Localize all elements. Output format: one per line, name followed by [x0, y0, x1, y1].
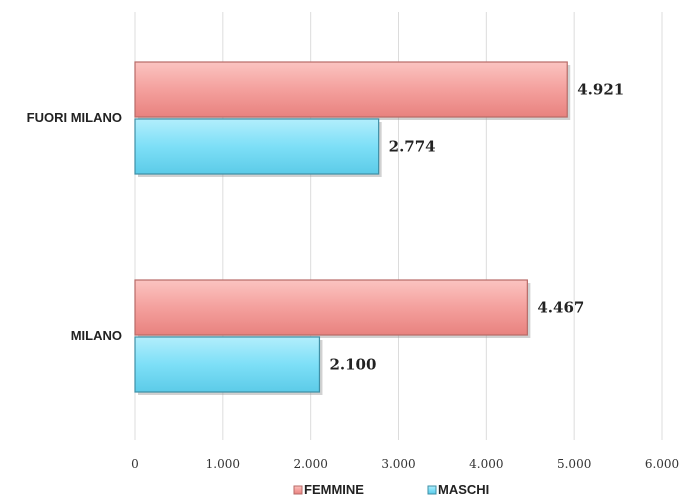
- data-label-femmine-milano: 4.467: [537, 299, 584, 317]
- x-tick-label-2: 2.000: [293, 457, 327, 471]
- category-label-milano: MILANO: [71, 328, 122, 343]
- x-tick-label-1: 1.000: [206, 457, 240, 471]
- data-label-maschi-milano: 2.100: [329, 356, 376, 374]
- data-label-femmine-fuori-milano: 4.921: [577, 81, 624, 99]
- legend-label-femmine: FEMMINE: [304, 482, 364, 497]
- data-label-maschi-fuori-milano: 2.774: [389, 138, 436, 156]
- bar-femmine-milano: [134, 279, 528, 336]
- x-tick-label-5: 5.000: [557, 457, 591, 471]
- legend-swatch-maschi: [427, 485, 437, 495]
- legend-swatch-femmine: [293, 485, 303, 495]
- bar-maschi-milano: [134, 336, 321, 393]
- x-tick-label-0: 0: [131, 457, 139, 471]
- category-label-fuori-milano: FUORI MILANO: [27, 110, 122, 125]
- x-tick-label-3: 3.000: [381, 457, 415, 471]
- bar-maschi-fuori-milano: [134, 118, 380, 175]
- x-tick-label-6: 6.000: [645, 457, 679, 471]
- bars: [134, 61, 571, 395]
- legend-label-maschi: MASCHI: [438, 482, 489, 497]
- x-tick-label-4: 4.000: [469, 457, 503, 471]
- legend: FEMMINE MASCHI: [293, 482, 489, 497]
- labels: 0 1.000 2.000 3.000 4.000 5.000 6.000 FUORI MIL…: [27, 81, 680, 472]
- bar-femmine-fuori-milano: [134, 61, 568, 118]
